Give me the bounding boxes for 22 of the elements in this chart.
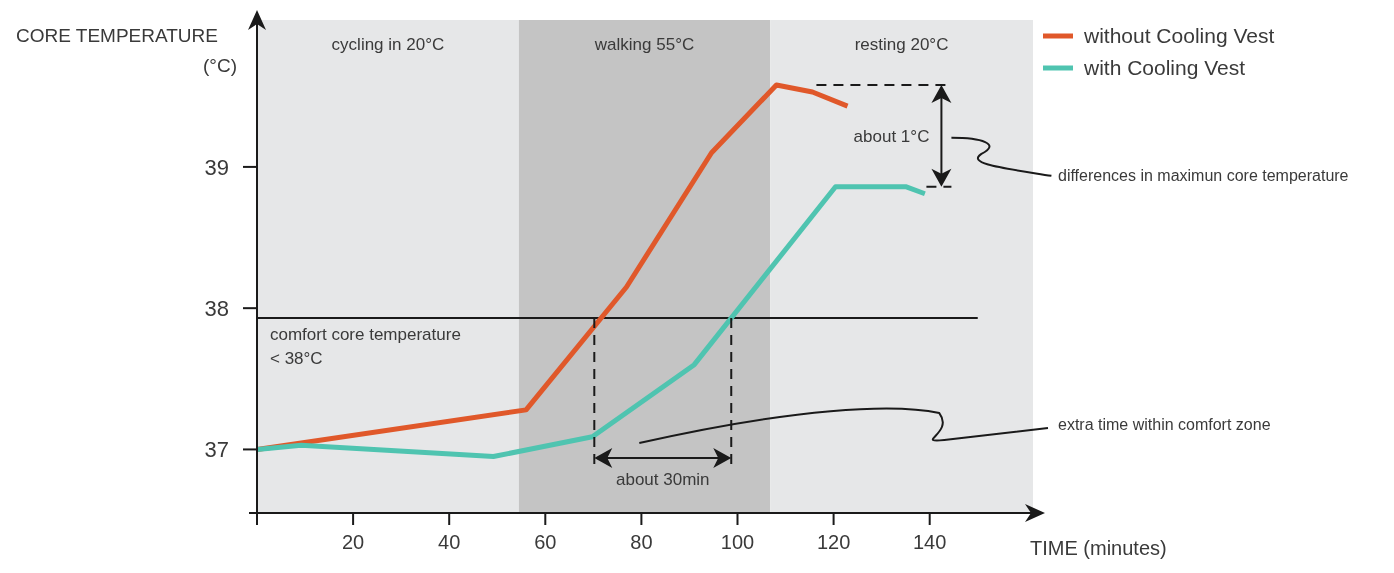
- y-tick-label: 39: [204, 154, 229, 180]
- text: differences in maximun core temperature: [1058, 166, 1349, 184]
- legend-label: with Cooling Vest: [1083, 56, 1246, 79]
- y-axis-title: CORE TEMPERATURE (°C): [16, 25, 237, 76]
- y-tick-label: 38: [204, 296, 229, 322]
- annotation: about 1°C: [853, 126, 930, 146]
- band-label: cycling in 20°C: [331, 35, 445, 54]
- x-tick-label: 60: [534, 531, 557, 553]
- x-tick-label: 80: [630, 531, 653, 553]
- x-tick-label: 20: [341, 531, 365, 553]
- legend-label: without Cooling Vest: [1083, 24, 1275, 47]
- ref-line-label: comfort core temperature < 38°C: [270, 325, 461, 369]
- text: extra time within comfort zone: [1058, 416, 1271, 434]
- band-label: resting 20°C: [854, 35, 949, 54]
- x-tick-label: 140: [913, 531, 947, 553]
- annotation: about 30min: [615, 470, 710, 490]
- band-label: walking 55°C: [593, 35, 695, 54]
- x-tick-label: 120: [816, 531, 851, 553]
- x-tick-label: 100: [720, 531, 755, 553]
- x-tick-label: 40: [438, 531, 461, 553]
- y-tick-label: 37: [204, 437, 229, 463]
- x-axis-title: TIME (minutes): [1030, 537, 1167, 559]
